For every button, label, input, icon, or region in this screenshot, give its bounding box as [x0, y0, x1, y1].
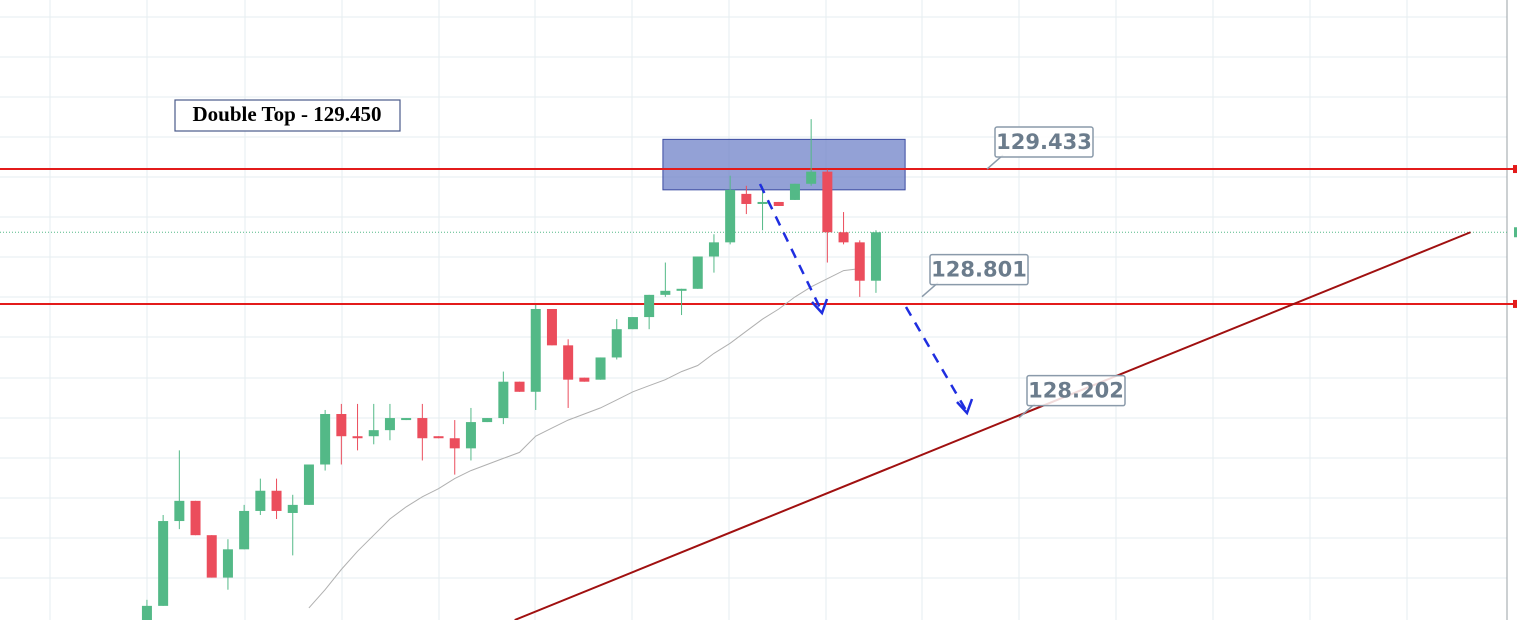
candle-body — [401, 418, 412, 421]
candle-body — [449, 438, 460, 449]
candle-body — [174, 500, 185, 522]
candle-body — [757, 201, 768, 204]
candle-body — [806, 171, 817, 184]
candle-body — [627, 317, 638, 330]
candle-body — [854, 242, 865, 281]
projection-arrows — [758, 183, 974, 416]
candle-body — [158, 521, 169, 606]
callout-box — [1026, 374, 1126, 407]
candle-body — [530, 308, 541, 392]
callout-label: 128.801 — [931, 258, 1027, 282]
candle-body — [870, 232, 881, 281]
trend-line — [514, 231, 1471, 620]
candle-body — [514, 381, 525, 392]
candle-body — [239, 510, 250, 550]
candle-body — [773, 201, 784, 206]
candle-body — [482, 418, 493, 423]
plot-area: 129.433 128.801 128.202 — [0, 119, 1517, 620]
candle-body — [271, 490, 282, 511]
candle-body — [741, 193, 752, 204]
price-callout: 128.801 — [921, 253, 1029, 298]
price-callout: 129.433 — [986, 126, 1094, 170]
resistance-zone — [662, 138, 906, 191]
candle-body — [708, 242, 719, 257]
callout-label: 129.433 — [996, 130, 1092, 154]
price-callout: 128.202 — [1018, 374, 1126, 419]
callout-box — [994, 126, 1094, 158]
candle-body — [384, 418, 395, 431]
candle-body — [222, 549, 233, 578]
title: Double Top - 129.450 — [192, 102, 381, 126]
candle-body — [563, 345, 574, 380]
candle-body — [498, 381, 509, 419]
candle-body — [725, 189, 736, 243]
title-box: Double Top - 129.450 — [174, 99, 401, 132]
candle-body — [303, 464, 314, 505]
callout-label: 128.202 — [1028, 379, 1124, 403]
candle-body — [433, 436, 444, 439]
level-marker — [1513, 299, 1517, 308]
candle-body — [206, 535, 217, 578]
candle-body — [838, 232, 849, 243]
candle-body — [352, 436, 363, 439]
candle-body — [676, 288, 687, 291]
last-price-marker — [1514, 227, 1517, 238]
candle-body — [465, 422, 476, 449]
candle-body — [692, 256, 703, 289]
candle-body — [141, 605, 152, 620]
candle-body — [660, 290, 671, 295]
candle-body — [644, 294, 655, 318]
callout-box — [929, 253, 1029, 286]
candle-body — [336, 414, 347, 437]
candle-body — [822, 171, 833, 233]
candle-body — [255, 490, 266, 511]
candle-body — [320, 414, 331, 465]
candle-body — [417, 418, 428, 439]
candle-body — [287, 504, 298, 513]
candle-body — [190, 500, 201, 536]
candle-body — [546, 308, 557, 346]
candle-body — [595, 357, 606, 380]
candle-body — [611, 329, 622, 358]
moving-average — [308, 268, 860, 609]
candle-body — [368, 430, 379, 437]
candle-body — [789, 183, 800, 200]
candle-body — [579, 377, 590, 382]
level-marker — [1513, 165, 1517, 174]
